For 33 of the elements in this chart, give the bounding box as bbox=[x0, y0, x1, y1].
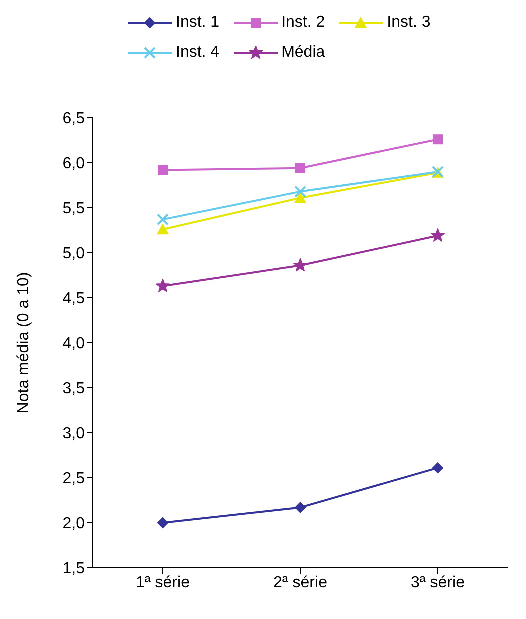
legend-label: Média bbox=[282, 44, 326, 62]
x-tick-label: 3ª série bbox=[411, 574, 466, 592]
point bbox=[157, 224, 169, 235]
point bbox=[294, 186, 306, 198]
legend-label: Inst. 4 bbox=[176, 44, 220, 62]
point bbox=[158, 518, 168, 528]
point bbox=[158, 165, 168, 176]
point bbox=[296, 163, 306, 174]
y-tick-label: 1,5 bbox=[62, 560, 86, 578]
legend-label: Inst. 2 bbox=[282, 14, 326, 32]
point bbox=[433, 134, 443, 145]
y-tick-label: 2,5 bbox=[62, 470, 86, 488]
x-tick-label: 1ª série bbox=[136, 574, 190, 592]
x-tick-label: 2ª série bbox=[274, 574, 328, 592]
legend-label: Inst. 3 bbox=[387, 14, 431, 32]
point bbox=[156, 278, 170, 292]
y-tick-label: 3,5 bbox=[62, 380, 86, 398]
y-tick-label: 6,0 bbox=[62, 156, 86, 173]
y-tick-label: 2,0 bbox=[62, 516, 86, 533]
point bbox=[293, 258, 308, 272]
point bbox=[295, 502, 306, 514]
legend-label: Inst. 1 bbox=[176, 14, 220, 32]
point bbox=[294, 192, 306, 204]
y-tick-label: 5,5 bbox=[62, 200, 86, 218]
y-tick-label: 4,5 bbox=[62, 290, 86, 308]
y-tick-label: 3,0 bbox=[62, 426, 86, 443]
y-tick-label: 5,0 bbox=[62, 246, 86, 263]
point bbox=[430, 228, 446, 242]
point bbox=[432, 462, 444, 474]
point bbox=[157, 214, 169, 226]
y-tick-label: 4,0 bbox=[62, 336, 86, 353]
y-axis-title: Nota média (0 a 10) bbox=[16, 272, 33, 414]
y-tick-label: 6,5 bbox=[62, 110, 86, 128]
